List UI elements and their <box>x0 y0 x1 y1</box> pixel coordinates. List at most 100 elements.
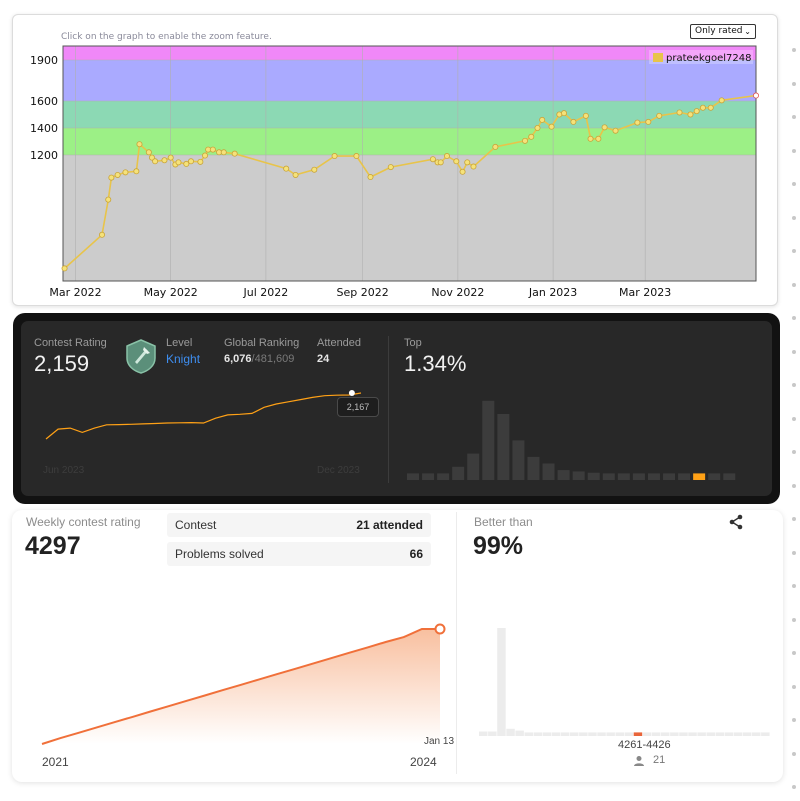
distribution-bar <box>670 732 679 736</box>
rating-point <box>645 118 652 125</box>
distribution-bar <box>617 473 630 480</box>
knight-badge-icon <box>126 339 156 374</box>
rating-point <box>331 153 338 160</box>
rating-point <box>283 165 290 172</box>
rating-area-line <box>41 628 440 745</box>
attended-value: 24 <box>317 353 330 365</box>
rating-point <box>136 141 143 148</box>
rating-point <box>197 158 204 165</box>
level-label: Level <box>166 337 193 349</box>
distribution-bar <box>479 731 488 736</box>
rating-band <box>63 60 756 101</box>
x-axis-start-label: Jun 2023 <box>43 465 85 476</box>
rating-point <box>292 171 299 178</box>
rating-point <box>718 97 725 104</box>
zoom-hint: Click on the graph to enable the zoom fe… <box>61 32 272 42</box>
distribution-bar <box>527 456 540 480</box>
rating-point <box>470 163 477 170</box>
rating-point <box>528 133 535 140</box>
distribution-bar <box>506 728 515 736</box>
y-tick-label: 1600 <box>30 95 58 108</box>
problems-value: 66 <box>409 547 423 561</box>
rating-point <box>231 150 238 157</box>
weekly-rating-area-chart[interactable] <box>12 510 456 782</box>
distribution-bar <box>557 470 570 480</box>
rating-point <box>152 158 159 165</box>
distribution-bar <box>724 732 734 736</box>
distribution-bar <box>678 473 691 480</box>
rating-point <box>114 171 121 178</box>
distribution-bar <box>597 732 606 736</box>
distribution-bar <box>515 730 524 736</box>
rating-point <box>99 231 106 238</box>
rating-point <box>367 174 374 181</box>
x-tick-label: Sep 2022 <box>337 286 389 299</box>
contest-label: Contest <box>175 518 217 532</box>
contest-rating-value: 2,159 <box>34 351 90 376</box>
rating-graph-card[interactable]: Mar 2022 May 2022 Jul 2022 Sep 2022 Nov 2022… <box>12 14 778 306</box>
share-icon[interactable] <box>728 514 744 530</box>
weekly-contest-card: Weekly contest rating 4297 Contest 21 at… <box>12 510 783 782</box>
distribution-bar <box>606 732 615 736</box>
user-icon <box>634 756 644 766</box>
contest-rating-line-chart[interactable] <box>21 321 391 496</box>
rated-filter-value: Only rated <box>695 26 743 36</box>
attended-label: Attended <box>317 337 362 349</box>
distribution-bar <box>452 466 465 480</box>
rating-point <box>464 159 471 166</box>
leetcode-contest-panel: Contest Rating 2,159 Level Knight Global… <box>21 321 772 496</box>
distribution-bar <box>615 732 624 736</box>
rating-point <box>387 164 394 171</box>
better-than-label: Better than <box>474 515 533 529</box>
rating-point <box>443 153 450 160</box>
top-percent-value: 1.34% <box>404 351 467 376</box>
global-ranking-total: /481,609 <box>251 353 295 365</box>
better-than-bar-chart[interactable] <box>12 510 783 782</box>
contest-row: Contest 21 attended <box>167 513 431 537</box>
rating-point <box>492 143 499 150</box>
distribution-bar <box>679 732 688 736</box>
y-tick-label: 1200 <box>30 149 58 162</box>
rating-point <box>693 108 700 115</box>
level-value: Knight <box>166 352 201 366</box>
current-rating-point <box>348 390 355 396</box>
distribution-bar <box>551 732 561 736</box>
problems-label: Problems solved <box>175 547 264 561</box>
weekly-rating-title: Weekly contest rating <box>26 515 141 529</box>
top-distribution-bar-chart[interactable] <box>21 321 772 496</box>
problems-row: Problems solved 66 <box>167 542 431 566</box>
distribution-bar <box>693 473 706 480</box>
x-tick-label: Mar 2023 <box>619 286 671 299</box>
legend-swatch <box>653 53 663 62</box>
distribution-bar <box>542 463 555 480</box>
distribution-bar <box>733 732 743 736</box>
rating-point <box>687 111 694 118</box>
distribution-bar <box>524 732 533 736</box>
rated-filter-select[interactable]: Only rated ⌄ <box>690 24 756 39</box>
rating-point <box>707 104 714 111</box>
weekly-rating-value: 4297 <box>25 532 81 560</box>
distribution-bar <box>723 473 736 480</box>
distribution-bar <box>663 473 676 480</box>
rating-point <box>167 154 174 161</box>
rating-area-fill <box>42 629 440 744</box>
distribution-bar <box>642 732 652 736</box>
contest-value: 21 attended <box>356 518 423 532</box>
distribution-bar <box>497 628 506 736</box>
rating-point <box>183 160 190 167</box>
rating-point <box>175 159 182 166</box>
page-edge-dots <box>788 0 800 801</box>
distribution-bar <box>533 732 543 736</box>
distribution-bar <box>688 732 697 736</box>
distribution-bar <box>588 732 597 736</box>
legend-label: prateekgoel7248 <box>666 53 751 64</box>
rating-point <box>187 158 194 165</box>
rating-graph[interactable]: Mar 2022 May 2022 Jul 2022 Sep 2022 Nov 2022… <box>13 15 779 307</box>
better-than-value: 99% <box>473 532 524 560</box>
rating-point <box>656 112 663 119</box>
rating-point <box>459 168 466 175</box>
distribution-bar <box>512 440 525 480</box>
distribution-bar <box>651 732 661 736</box>
x-tick-label: May 2022 <box>144 286 198 299</box>
rating-point <box>353 153 360 160</box>
